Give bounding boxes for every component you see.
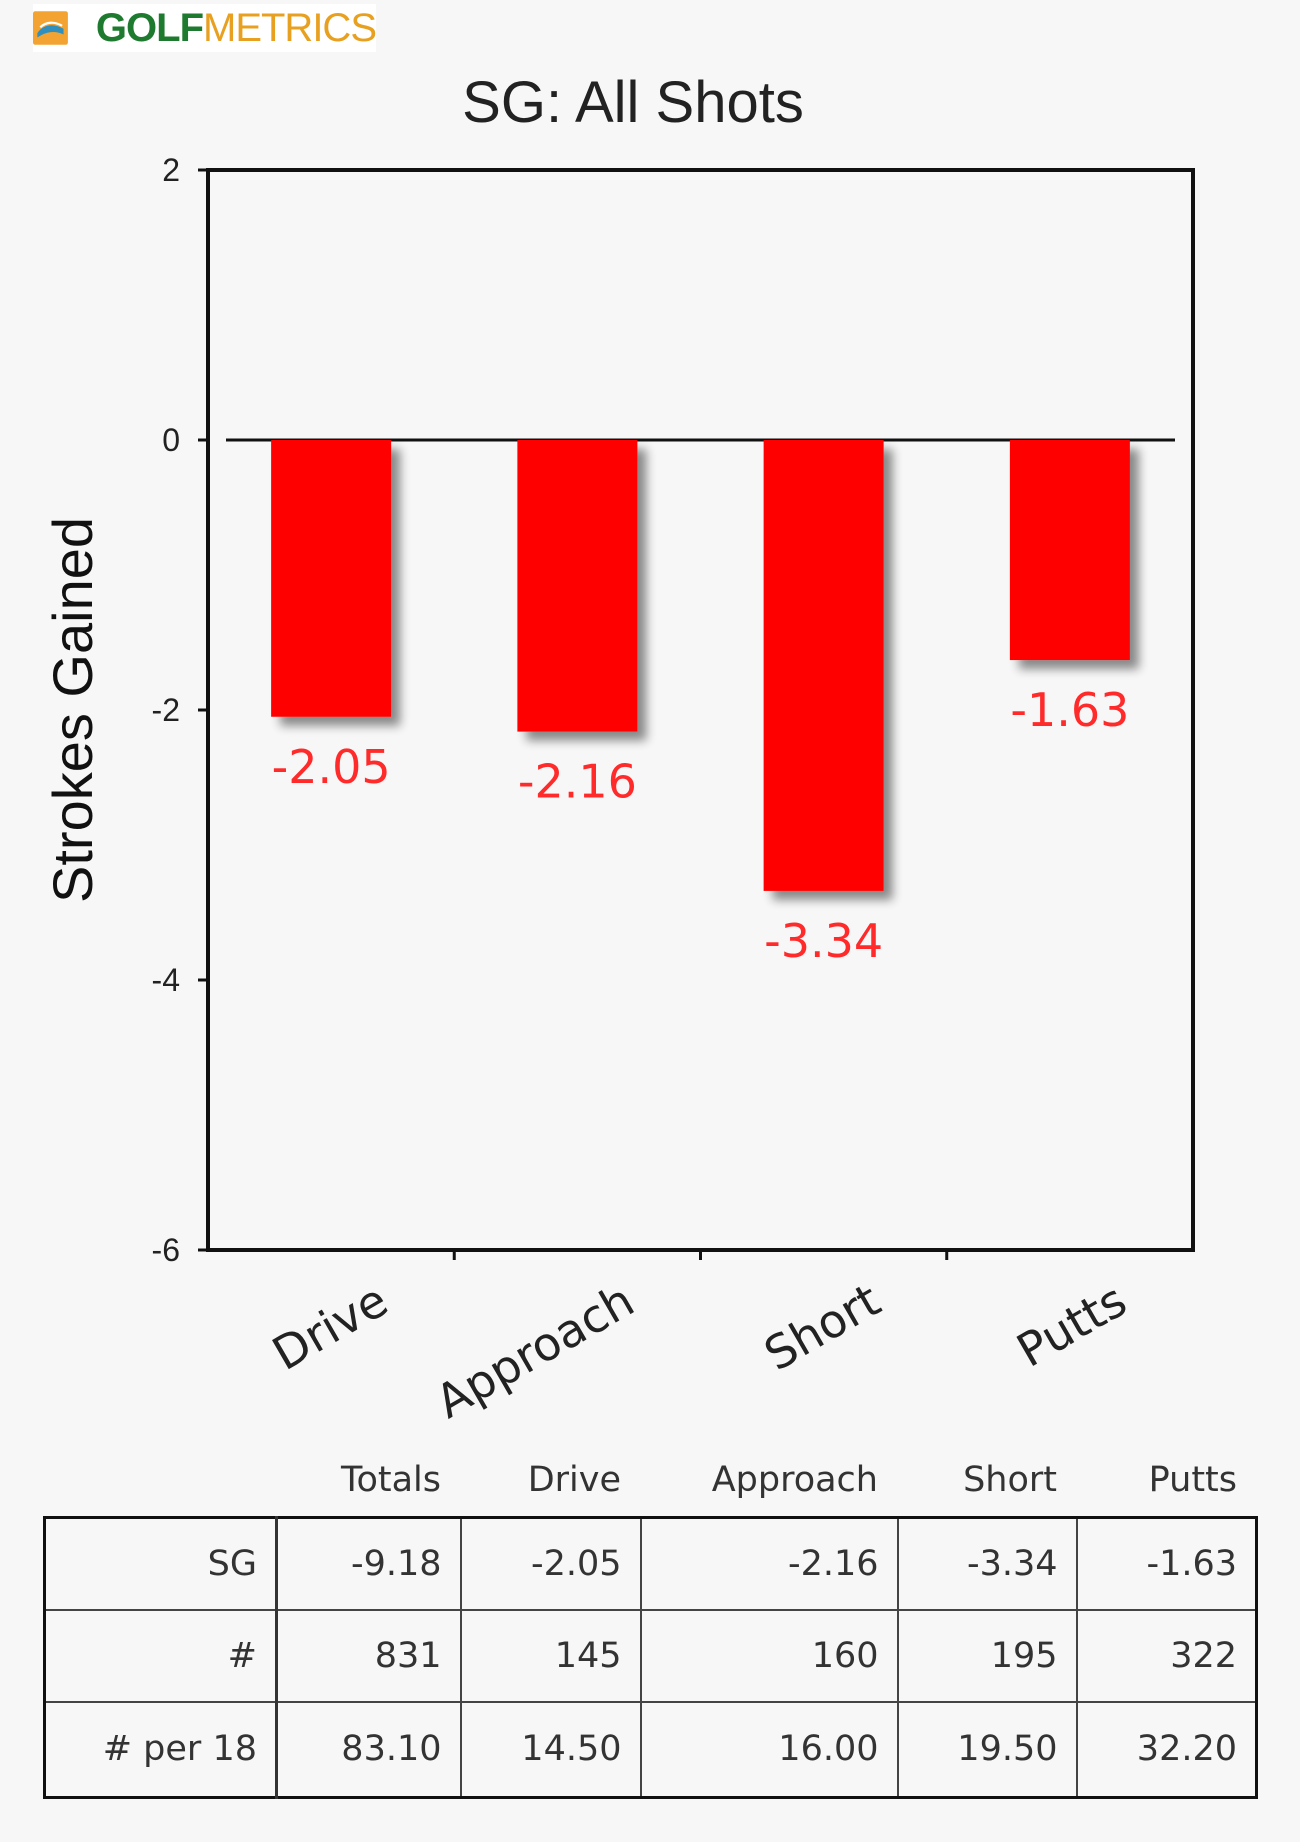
golfmetrics-logo-icon: [33, 11, 68, 45]
table-cell: -1.63: [1075, 1516, 1258, 1611]
data-label-drive: -2.05: [272, 740, 391, 794]
row-label: #: [43, 1608, 278, 1703]
table-cell: -9.18: [275, 1516, 462, 1611]
brand-metrics: METRICS: [203, 6, 377, 50]
table-cell: 83.10: [275, 1700, 462, 1799]
table-cell: 19.50: [896, 1700, 1078, 1799]
table-cell: 16.00: [639, 1700, 899, 1799]
x-tick-label: Short: [755, 1273, 889, 1381]
y-tick-label: -6: [152, 1232, 180, 1268]
row-label: SG: [43, 1516, 278, 1611]
table-header-row: Totals Drive Approach Short Putts: [43, 1440, 1255, 1500]
golfmetrics-logo: GOLFMETRICS: [33, 4, 377, 52]
table-cell: -3.34: [896, 1516, 1078, 1611]
column-header: Putts: [1148, 1460, 1237, 1500]
chart-title: SG: All Shots: [462, 70, 804, 135]
row-label: # per 18: [43, 1700, 278, 1799]
data-label-putts: -1.63: [1010, 683, 1129, 737]
x-tick-label: Drive: [263, 1273, 396, 1381]
table-row: SG -9.18 -2.05 -2.16 -3.34 -1.63: [43, 1516, 1258, 1611]
bar-short: [763, 440, 884, 891]
x-tick-label: Approach: [427, 1273, 643, 1429]
brand-golf: GOLF: [95, 6, 204, 50]
table-cell: 145: [459, 1608, 642, 1703]
table-cell: 831: [275, 1608, 462, 1703]
table-cell: 14.50: [459, 1700, 642, 1799]
table-cell: 322: [1075, 1608, 1258, 1703]
stats-table-container: Totals Drive Approach Short Putts SG -9.18 -2.…: [43, 1440, 1258, 1799]
y-axis-label: Strokes Gained: [41, 517, 104, 903]
table-cell: 195: [896, 1608, 1078, 1703]
x-tick-label: Putts: [1008, 1273, 1136, 1378]
sg-bar-chart: SG: All Shots Strokes Gained 2 0 -2 -4 -6 -2.…: [41, 70, 1195, 1429]
table-row: #831 145 160 195 322: [43, 1608, 1258, 1703]
plot-area: 2 0 -2 -4 -6 -2.05 Drive -2.16 Approach -3.34 Shor…: [152, 152, 1195, 1429]
data-label-short: -3.34: [764, 914, 883, 968]
y-tick-label: 0: [162, 422, 180, 458]
column-header: Drive: [527, 1460, 621, 1500]
y-tick-label: -2: [152, 692, 180, 728]
y-tick-label: -4: [152, 962, 180, 998]
brand-wordmark: GOLFMETRICS: [95, 6, 377, 50]
y-tick-label: 2: [162, 152, 180, 188]
column-header: Totals: [341, 1460, 441, 1500]
data-label-approach: -2.16: [518, 755, 637, 809]
bar-approach: [517, 440, 638, 732]
column-header: Short: [963, 1460, 1057, 1500]
table-row: # per 18 83.10 14.50 16.00 19.50 32.20: [43, 1700, 1258, 1799]
bar-drive: [271, 440, 392, 717]
table-cell: -2.16: [639, 1516, 899, 1611]
table-cell: 32.20: [1075, 1700, 1258, 1799]
table-cell: -2.05: [459, 1516, 642, 1611]
table-cell: 160: [639, 1608, 899, 1703]
column-header: Approach: [711, 1460, 878, 1500]
bar-putts: [1009, 440, 1130, 661]
stats-table: SG -9.18 -2.05 -2.16 -3.34 -1.63 #831 145 160 195…: [43, 1516, 1258, 1799]
